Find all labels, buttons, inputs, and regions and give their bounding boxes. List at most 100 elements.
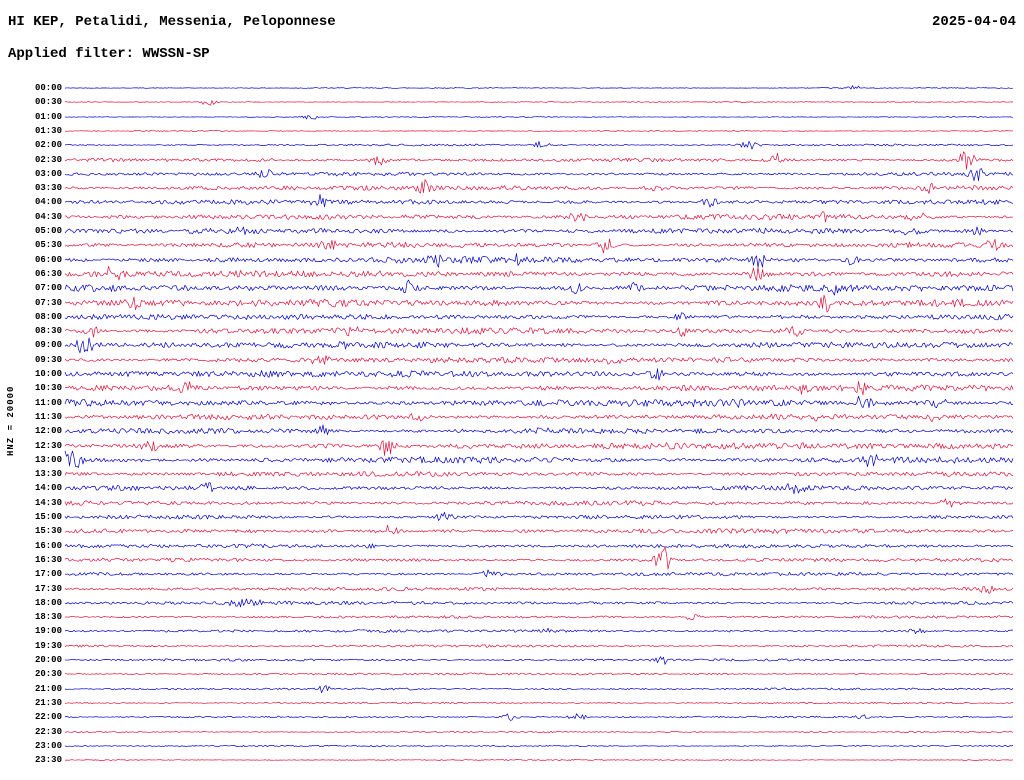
time-label: 10:00 [34, 369, 62, 379]
time-label: 04:00 [34, 197, 62, 208]
time-label: 14:30 [34, 497, 62, 508]
time-label: 06:30 [34, 268, 62, 279]
trace-row-0430 [64, 210, 1014, 223]
time-label: 15:30 [34, 526, 62, 537]
trace-row-0700 [64, 279, 1014, 296]
trace-row-0630 [64, 266, 1014, 281]
trace-row-0200 [64, 141, 1014, 150]
time-label: 00:00 [34, 83, 62, 93]
trace-row-1230 [64, 439, 1014, 456]
time-label: 12:30 [34, 440, 62, 451]
trace-row-0500 [64, 226, 1014, 236]
time-label: 16:00 [34, 540, 62, 551]
time-label: 05:30 [34, 240, 62, 251]
time-label: 03:00 [34, 168, 62, 179]
time-label: 02:00 [34, 140, 62, 151]
time-label: 17:30 [34, 583, 62, 594]
trace-row-1630 [64, 546, 1014, 570]
trace-row-0330 [64, 179, 1014, 194]
trace-row-1730 [64, 585, 1014, 594]
trace-row-1200 [64, 424, 1014, 436]
time-label: 15:00 [34, 512, 62, 522]
trace-row-1430 [64, 498, 1014, 508]
time-label: 08:00 [34, 311, 62, 322]
trace-row-0800 [64, 312, 1014, 321]
time-label: 12:00 [34, 426, 62, 437]
trace-row-0130 [64, 129, 1014, 132]
time-label: 06:00 [34, 254, 62, 265]
trace-row-2200 [64, 713, 1014, 721]
time-label: 20:30 [34, 669, 62, 680]
time-label: 22:30 [34, 726, 62, 737]
trace-row-1500 [64, 511, 1014, 521]
trace-row-1600 [64, 543, 1014, 549]
station-title: HI KEP, Petalidi, Messenia, Peloponnese [8, 14, 336, 30]
time-label: 11:00 [34, 397, 62, 408]
time-label: 22:00 [34, 712, 62, 723]
trace-row-0300 [64, 167, 1014, 181]
time-label: 11:30 [34, 411, 62, 422]
time-label: 18:30 [34, 612, 62, 623]
time-label: 02:30 [34, 154, 62, 165]
trace-row-1330 [64, 471, 1014, 478]
trace-row-0830 [64, 326, 1014, 338]
trace-row-1800 [64, 598, 1014, 608]
time-label: 08:30 [34, 326, 62, 337]
trace-row-0530 [64, 238, 1014, 254]
time-label: 18:00 [34, 597, 62, 608]
trace-row-2330 [64, 759, 1014, 761]
trace-row-0100 [64, 114, 1014, 119]
trace-row-1930 [64, 644, 1014, 648]
time-label: 23:30 [34, 755, 62, 766]
trace-row-1130 [64, 413, 1014, 422]
time-label: 14:00 [34, 483, 62, 494]
time-label: 19:00 [34, 626, 62, 637]
time-label: 01:00 [34, 111, 62, 122]
time-label: 13:30 [34, 469, 62, 480]
time-label: 13:00 [34, 454, 62, 465]
channel-scale-label: HNZ = 20000 [6, 385, 16, 456]
time-label: 07:30 [34, 297, 62, 308]
time-label: 21:30 [34, 697, 62, 708]
trace-row-2030 [64, 672, 1014, 676]
trace-row-2000 [64, 656, 1014, 665]
trace-row-1400 [64, 482, 1014, 495]
trace-row-0030 [64, 100, 1014, 106]
trace-row-1830 [64, 614, 1014, 621]
time-label: 01:30 [34, 125, 62, 136]
trace-row-2300 [64, 744, 1014, 747]
time-label: 09:30 [34, 354, 62, 365]
trace-row-0000 [64, 85, 1014, 90]
time-label: 04:30 [34, 211, 62, 222]
trace-row-0400 [64, 194, 1014, 208]
time-label: 10:30 [34, 383, 62, 394]
trace-row-0730 [64, 294, 1014, 313]
time-label: 21:00 [34, 683, 62, 694]
trace-row-1100 [64, 395, 1014, 408]
trace-row-2230 [64, 730, 1014, 733]
trace-row-0930 [64, 354, 1014, 365]
trace-row-1300 [64, 450, 1014, 468]
time-label: 07:00 [34, 283, 62, 294]
time-label: 16:30 [34, 554, 62, 565]
trace-row-0900 [64, 337, 1014, 354]
trace-row-2100 [64, 684, 1014, 693]
time-label: 23:00 [34, 740, 62, 751]
time-label: 03:30 [34, 183, 62, 194]
trace-row-1000 [64, 368, 1014, 381]
trace-row-1530 [64, 525, 1014, 535]
filter-label: Applied filter: WWSSN-SP [8, 46, 210, 62]
time-label: 00:30 [34, 97, 62, 108]
trace-row-0230 [64, 150, 1014, 170]
trace-row-1700 [64, 569, 1014, 578]
trace-row-0600 [64, 252, 1014, 268]
trace-row-2130 [64, 701, 1014, 705]
time-label: 05:00 [34, 226, 62, 236]
time-label: 20:00 [34, 655, 62, 665]
trace-row-1900 [64, 628, 1014, 635]
date-label: 2025-04-04 [931, 14, 1016, 30]
time-label: 17:00 [34, 569, 62, 580]
trace-row-1030 [64, 381, 1014, 396]
time-label: 09:00 [34, 340, 62, 351]
